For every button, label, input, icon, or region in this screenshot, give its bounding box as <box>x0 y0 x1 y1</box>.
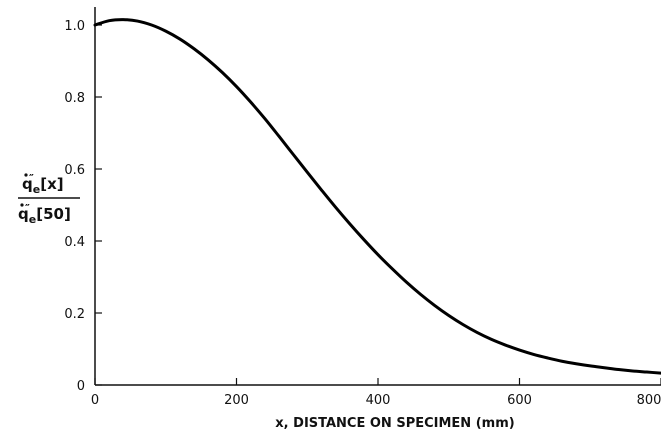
y-ticks: 0 0.2 0.4 0.6 0.8 1.0 <box>64 19 102 394</box>
y-tick-label: 0.2 <box>64 307 85 322</box>
y-tick-label: 0.4 <box>64 235 85 250</box>
x-tick-label: 0 <box>91 393 99 408</box>
y-axis-title: qe[x] ″ qe[50] ″ <box>18 172 80 226</box>
x-tick-label: 600 <box>507 393 532 408</box>
numerator-dot <box>24 173 28 177</box>
svg-text:qe[50]: qe[50] <box>18 205 71 226</box>
series-line <box>93 18 661 375</box>
y-tick-label: 0 <box>77 379 85 394</box>
x-tick-label: 400 <box>366 393 391 408</box>
y-tick-label: 1.0 <box>64 19 85 34</box>
svg-text:qe[x]: qe[x] <box>22 175 64 196</box>
plot-area: 0 200 400 600 800 0 0.2 0.4 0.6 0.8 1.0 <box>64 7 661 408</box>
x-axis-title: x, DISTANCE ON SPECIMEN (mm) <box>275 416 514 431</box>
svg-text:″: ″ <box>25 202 30 215</box>
svg-text:″: ″ <box>29 172 34 185</box>
x-ticks: 0 200 400 600 800 <box>91 378 661 408</box>
y-tick-label: 0.6 <box>64 163 85 178</box>
denominator-dot <box>20 203 24 207</box>
y-tick-label: 0.8 <box>64 91 85 106</box>
y-axis-title-denominator: qe[50] ″ <box>18 202 71 226</box>
x-tick-label: 800 <box>637 393 661 408</box>
x-tick-label: 200 <box>224 393 249 408</box>
y-axis-title-numerator: qe[x] ″ <box>22 172 64 196</box>
